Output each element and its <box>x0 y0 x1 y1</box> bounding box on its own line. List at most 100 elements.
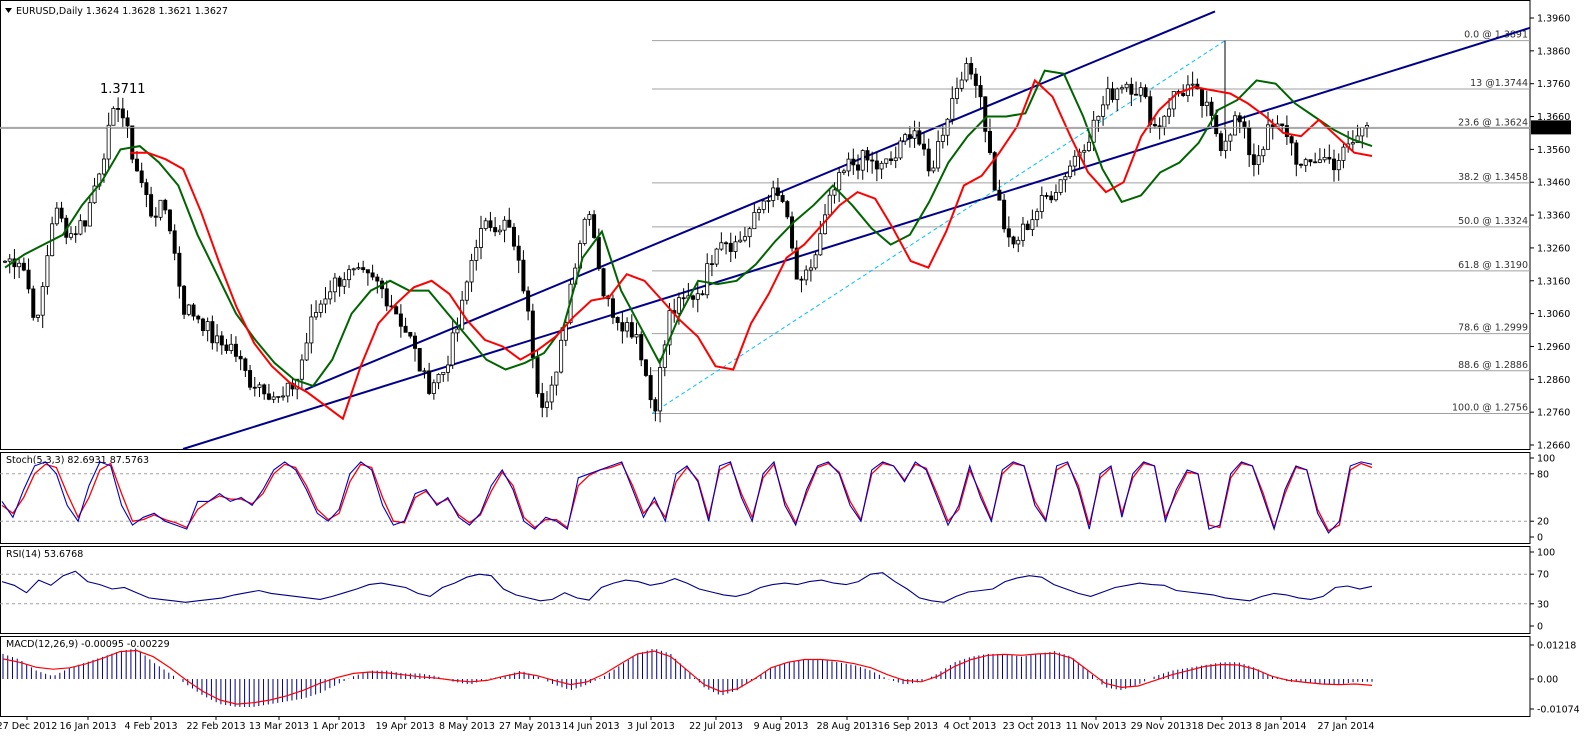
candle-body <box>186 304 191 315</box>
candle-body <box>1138 87 1143 96</box>
candle-body <box>860 150 865 171</box>
candle-body <box>120 108 125 119</box>
dropdown-triangle-icon[interactable] <box>5 8 12 13</box>
candle-body <box>992 152 997 191</box>
candle-body <box>964 63 969 81</box>
stoch-signal-line <box>1 462 1373 532</box>
candle-body <box>3 260 8 263</box>
candle-body <box>733 241 738 252</box>
candle-body <box>1266 124 1271 150</box>
candle-body <box>356 267 361 270</box>
channel-lower-line <box>182 26 1531 450</box>
candle-body <box>295 378 300 390</box>
candle-body <box>101 158 106 175</box>
candle-body <box>384 288 389 307</box>
x-tick-label: 14 Jun 2013 <box>562 721 619 732</box>
main-y-tick-label: 1.3860 <box>1537 46 1570 57</box>
x-tick-label: 16 Jan 2013 <box>60 721 117 732</box>
current-price-tag <box>1531 120 1571 135</box>
x-tick-label: 18 Dec 2013 <box>1192 721 1253 732</box>
candle-body <box>1072 155 1077 167</box>
candle-body <box>540 393 545 408</box>
candle-body <box>1242 121 1247 129</box>
candle-body <box>903 134 908 142</box>
candle-body <box>413 335 418 349</box>
candle-body <box>78 220 83 235</box>
candle-body <box>417 348 422 372</box>
candle-body <box>658 367 663 412</box>
candle-body <box>493 227 498 233</box>
x-tick-label: 4 Feb 2013 <box>124 721 177 732</box>
candle-body <box>530 310 535 358</box>
candle-body <box>342 279 347 287</box>
candle-body <box>921 143 926 150</box>
candle-body <box>1134 93 1139 96</box>
candle-body <box>167 209 172 232</box>
candle-body <box>799 278 804 281</box>
candle-body <box>1016 239 1021 245</box>
candle-body <box>314 312 319 318</box>
candle-body <box>521 259 526 292</box>
rsi-y-tick-label: 0 <box>1537 622 1543 633</box>
candle-body <box>483 220 488 229</box>
candle-body <box>766 200 771 202</box>
rsi-y-tick-label: 100 <box>1537 548 1555 559</box>
green-ma-line <box>4 69 1373 388</box>
fib-label: 38.2 @ 1.3458 <box>1458 172 1528 183</box>
candle-body <box>709 263 714 266</box>
candle-body <box>625 322 630 332</box>
candle-body <box>394 306 399 315</box>
fib-label: 23.6 @ 1.3624 <box>1458 117 1528 128</box>
candle-body <box>205 321 210 332</box>
candle-body <box>1030 219 1035 230</box>
rsi-line <box>1 570 1373 603</box>
candle-body <box>139 170 144 184</box>
candle-body <box>281 395 286 398</box>
candle-body <box>1200 88 1205 106</box>
candle-body <box>191 304 196 317</box>
candle-body <box>408 331 413 337</box>
main-y-tick-label: 1.2860 <box>1537 375 1570 386</box>
candle-body <box>889 158 894 161</box>
candle-body <box>398 313 403 327</box>
main-y-tick-label: 1.3060 <box>1537 309 1570 320</box>
candle-body <box>233 343 238 357</box>
stoch-pane: 100 80 20 0 <box>0 452 1555 544</box>
candle-body <box>68 233 73 238</box>
x-tick-label: 3 Jul 2013 <box>627 721 675 732</box>
candle-body <box>1129 83 1134 95</box>
candle-body <box>488 220 493 228</box>
candle-body <box>243 358 248 371</box>
candle-body <box>422 370 427 373</box>
candle-body <box>332 277 337 293</box>
candle-body <box>276 396 281 398</box>
candle-body <box>116 108 121 110</box>
candle-body <box>653 399 658 412</box>
candle-body <box>676 297 681 314</box>
fib-label: 78.6 @ 1.2999 <box>1458 323 1528 334</box>
candle-body <box>1308 159 1313 163</box>
candle-body <box>926 148 931 172</box>
rsi-y-tick-label: 30 <box>1537 599 1549 610</box>
candle-body <box>446 364 451 373</box>
candle-body <box>582 218 587 244</box>
candle-body <box>554 371 559 386</box>
candle-body <box>804 269 809 281</box>
candle-body <box>535 357 540 394</box>
x-axis: 27 Dec 2012 16 Jan 2013 4 Feb 2013 22 Feb 2… <box>0 716 1374 732</box>
candle-body <box>912 130 917 139</box>
main-y-tick-label: 1.3960 <box>1537 14 1570 25</box>
candle-body <box>1247 127 1252 156</box>
candle-body <box>1124 83 1129 89</box>
candle-body <box>936 141 941 169</box>
candle-body <box>1025 223 1030 230</box>
candle-body <box>983 96 988 132</box>
candle-body <box>1086 141 1091 151</box>
candle-body <box>1322 156 1327 161</box>
candle-body <box>26 269 31 290</box>
candle-body <box>83 220 88 227</box>
candle-body <box>1110 88 1115 101</box>
candle-body <box>309 316 314 344</box>
candle-body <box>1237 115 1242 123</box>
candle-body <box>898 140 903 159</box>
